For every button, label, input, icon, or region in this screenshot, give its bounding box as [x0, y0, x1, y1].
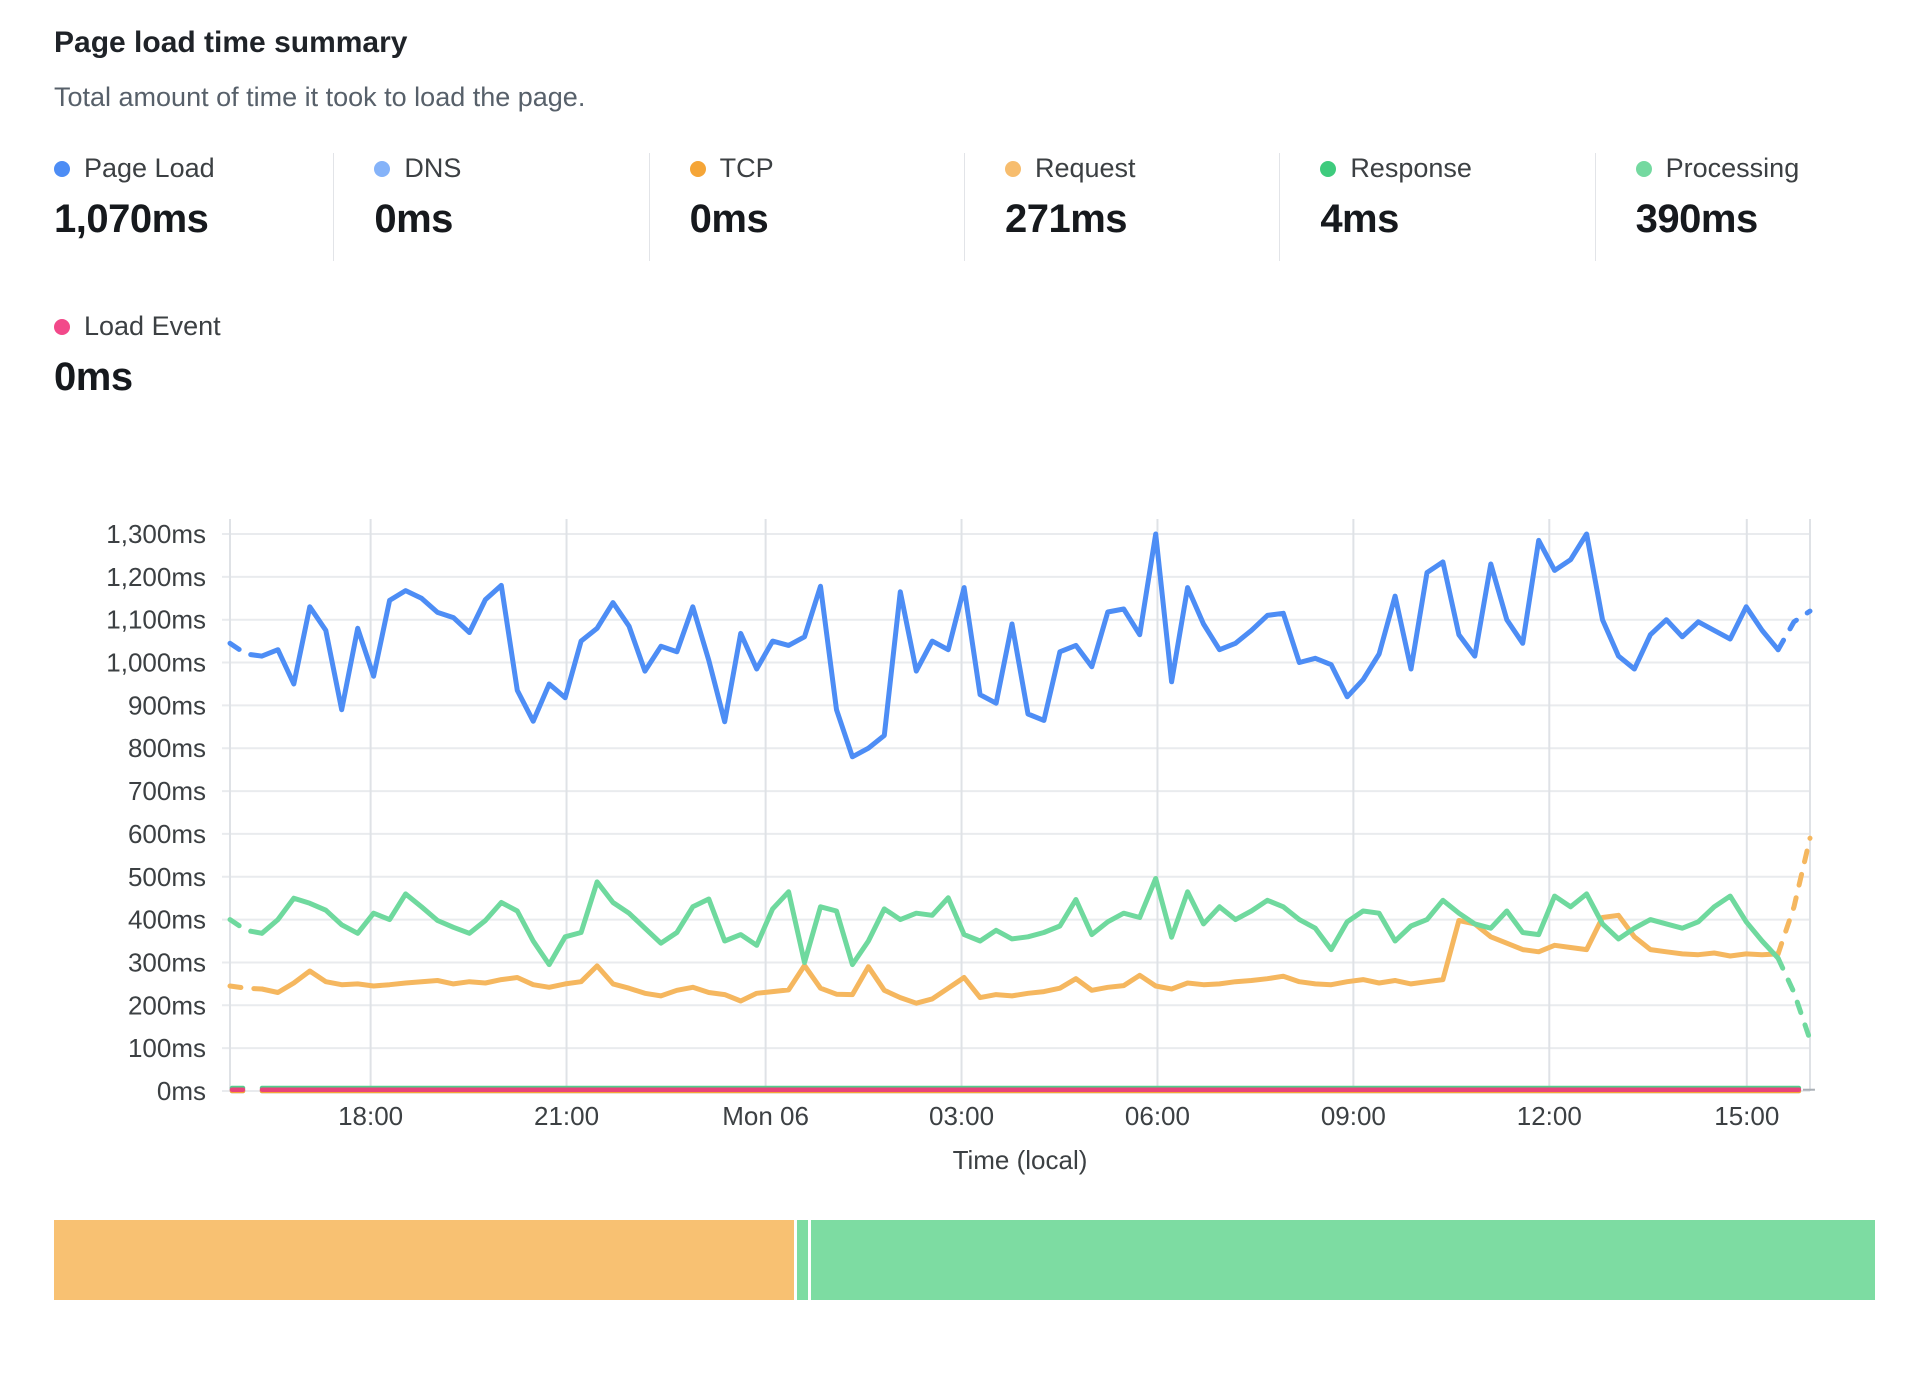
y-axis-tick-label: 1,300ms — [106, 519, 206, 549]
request-legend-dot — [1004, 160, 1021, 177]
stat-dns: DNS 0ms — [333, 153, 648, 261]
y-axis-tick-label: 900ms — [128, 690, 206, 720]
y-axis-tick-label: 700ms — [128, 776, 206, 806]
bar-segment-response — [796, 1220, 808, 1300]
y-axis-tick-label: 0ms — [157, 1076, 206, 1106]
stat-label: Page Load — [84, 153, 215, 183]
stat-value: 0ms — [54, 355, 133, 399]
stat-value: 1,070ms — [54, 197, 209, 241]
chart-area[interactable]: 0ms 100ms 200ms 300ms 400ms 500ms 600ms 700ms 80… — [54, 519, 1910, 1184]
x-axis-tick-label: Mon 06 — [722, 1101, 809, 1131]
y-axis-tick-label: 200ms — [128, 990, 206, 1020]
bar-segment-gap — [807, 1220, 811, 1300]
bar-segment-gap — [793, 1220, 797, 1300]
load-event-legend-dot — [54, 318, 70, 335]
y-axis-tick-label: 1,100ms — [106, 605, 206, 635]
series-line — [1775, 608, 1813, 653]
stat-page-load: Page Load 1,070ms — [54, 153, 333, 261]
stat-value: 271ms — [1004, 197, 1128, 241]
stat-response: Response 4ms — [1279, 153, 1594, 261]
series-line — [1775, 835, 1813, 957]
y-axis-tick-label: 300ms — [128, 947, 206, 977]
stat-label: Response — [1350, 153, 1472, 183]
series-line — [227, 640, 265, 659]
stat-value: 0ms — [374, 197, 453, 241]
stat-load-event: Load Event 0ms — [54, 311, 334, 419]
x-axis-tick-label: 06:00 — [1125, 1101, 1190, 1131]
x-axis-title: Time (local) — [953, 1145, 1088, 1175]
response-legend-dot — [1320, 160, 1337, 177]
stat-value: 0ms — [689, 197, 769, 241]
y-axis-tick-label: 600ms — [128, 819, 206, 849]
stat-request: Request 271ms — [963, 153, 1279, 261]
legend-stats-row-2: Load Event 0ms — [54, 311, 1910, 419]
series-line — [259, 531, 1781, 760]
page-load-chart[interactable]: 0ms 100ms 200ms 300ms 400ms 500ms 600ms 700ms 80… — [54, 519, 1910, 1179]
stat-processing: Processing 390ms — [1594, 153, 1910, 261]
stat-label: Processing — [1665, 153, 1800, 183]
stat-label: TCP — [719, 153, 774, 183]
page-load-summary-panel: Page load time summary Total amount of t… — [0, 26, 1910, 1378]
x-axis-tick-label: 09:00 — [1321, 1101, 1386, 1131]
stat-tcp: TCP 0ms — [648, 153, 964, 261]
x-axis-tick-label: 03:00 — [929, 1101, 994, 1131]
y-axis-tick-label: 800ms — [128, 733, 206, 763]
y-axis-tick-label: 1,000ms — [106, 648, 206, 678]
x-axis-tick-label: 18:00 — [338, 1101, 403, 1131]
stat-label: DNS — [404, 153, 462, 183]
stat-label: Load Event — [84, 311, 221, 341]
page-title: Page load time summary — [54, 26, 408, 59]
series-line — [227, 983, 265, 992]
x-axis-tick-label: 12:00 — [1517, 1101, 1582, 1131]
y-axis-tick-label: 400ms — [128, 905, 206, 935]
bar-segment-processing — [810, 1220, 1875, 1300]
series-line — [227, 917, 265, 936]
stat-value: 4ms — [1320, 197, 1399, 241]
x-axis-tick-label: 15:00 — [1714, 1101, 1779, 1131]
y-axis-tick-label: 100ms — [128, 1033, 206, 1063]
load-time-composition-bar — [54, 1220, 1875, 1300]
page-load-legend-dot — [54, 160, 70, 177]
tcp-legend-dot — [689, 160, 706, 177]
bar-segment-request — [54, 1220, 794, 1300]
series-line — [259, 912, 1781, 1006]
processing-legend-dot — [1635, 160, 1652, 177]
dns-legend-dot — [374, 160, 391, 177]
page-subtitle: Total amount of time it took to load the… — [54, 82, 586, 112]
stat-value: 390ms — [1635, 197, 1759, 241]
stat-label: Request — [1034, 153, 1136, 183]
y-axis-tick-label: 500ms — [128, 862, 206, 892]
x-axis-tick-label: 21:00 — [534, 1101, 599, 1131]
legend-stats-row: Page Load 1,070ms DNS 0ms TCP 0ms Reques… — [54, 153, 1910, 261]
y-axis-tick-label: 1,200ms — [106, 562, 206, 592]
series-line — [1775, 955, 1813, 1043]
series-line — [259, 876, 1781, 968]
